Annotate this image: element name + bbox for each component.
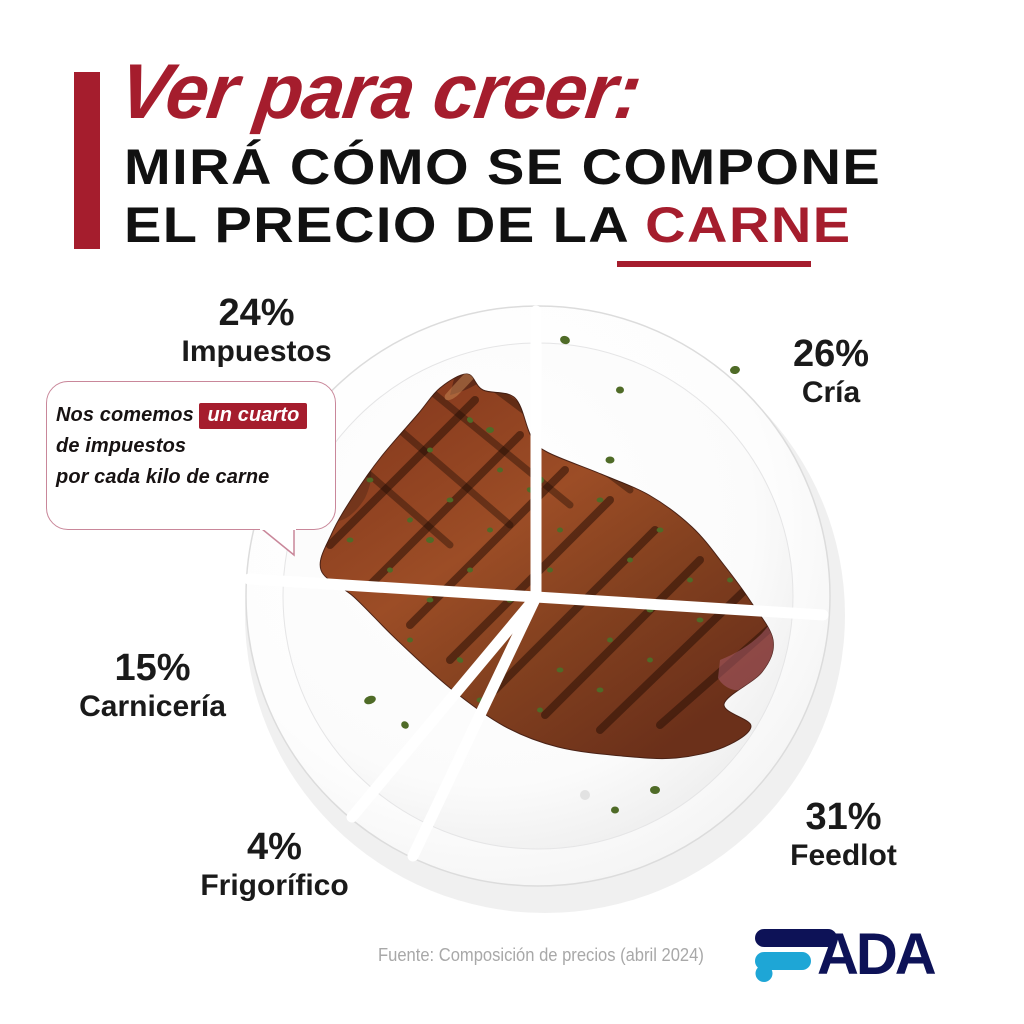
svg-text:ADA: ADA xyxy=(817,922,936,987)
